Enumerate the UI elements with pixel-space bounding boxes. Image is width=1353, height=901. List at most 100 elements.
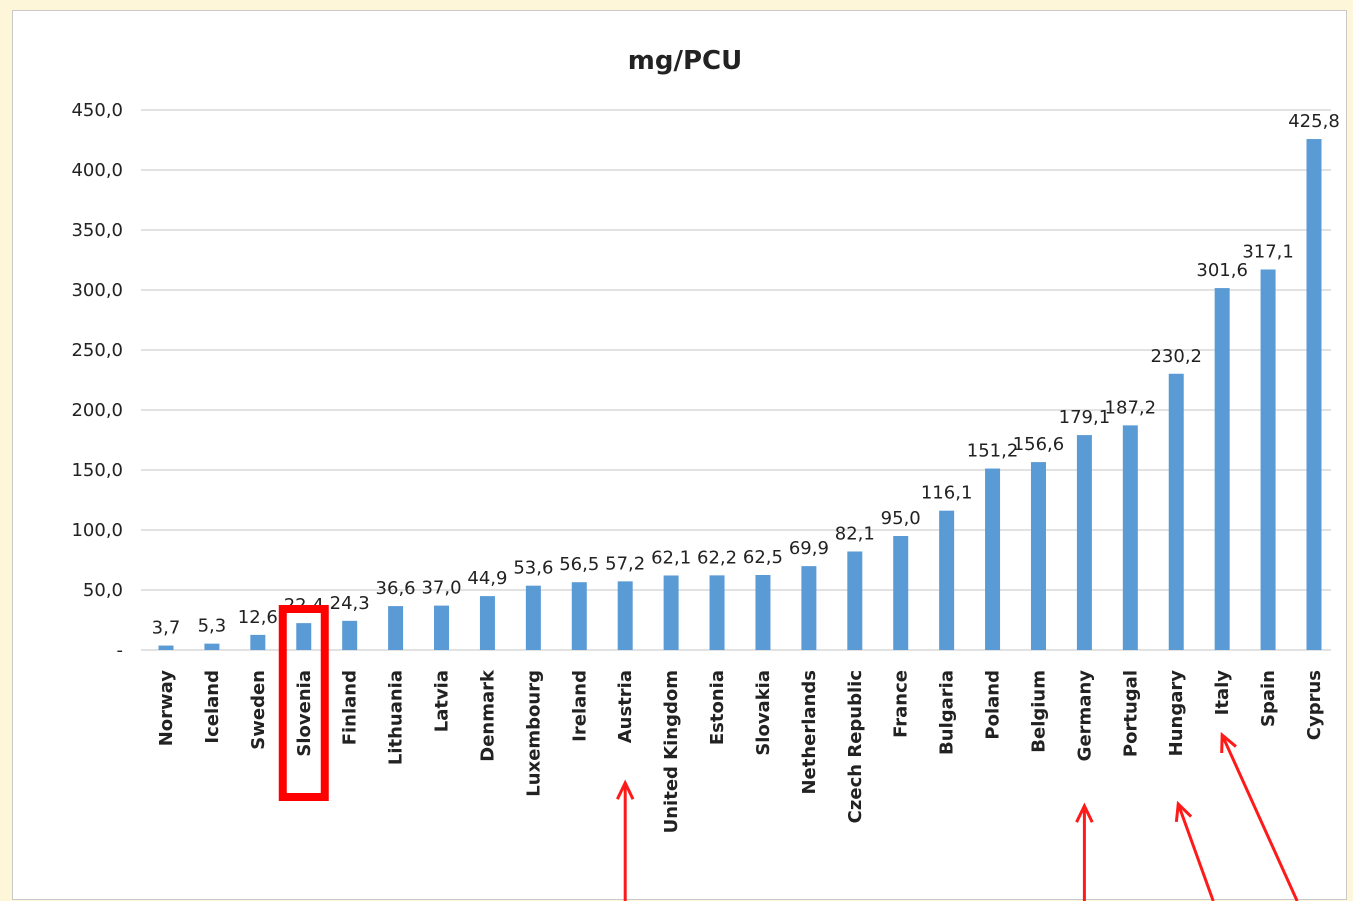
- bar: [296, 623, 312, 650]
- data-label: 5,3: [198, 616, 227, 637]
- x-tick-label: Finland: [340, 670, 361, 745]
- x-tick-label: Netherlands: [799, 670, 820, 795]
- data-label: 179,1: [1059, 407, 1111, 428]
- data-label: 156,6: [1013, 434, 1065, 455]
- x-tick-label: Lithuania: [386, 670, 407, 765]
- x-tick-label: Sweden: [248, 670, 269, 750]
- bar: [204, 643, 220, 650]
- data-label: 36,6: [376, 578, 416, 599]
- bar: [709, 575, 725, 650]
- bar: [1306, 139, 1322, 651]
- bar: [1168, 373, 1184, 650]
- data-label: 187,2: [1105, 397, 1157, 418]
- bar: [847, 551, 863, 650]
- x-tick-label: Ireland: [569, 670, 590, 742]
- data-label: 151,2: [967, 441, 1019, 462]
- bar: [893, 536, 909, 650]
- data-label: 317,1: [1242, 241, 1294, 262]
- x-tick-label: United Kingdom: [661, 670, 682, 833]
- data-label: 95,0: [881, 508, 921, 529]
- arrow: [1075, 802, 1094, 901]
- bar: [158, 645, 174, 650]
- data-label: 62,2: [697, 547, 737, 568]
- x-tick-label: Poland: [983, 670, 1004, 740]
- x-tick-label: Portugal: [1120, 670, 1141, 757]
- arrow: [1174, 800, 1215, 901]
- data-label: 116,1: [921, 483, 973, 504]
- y-tick-label: 50,0: [83, 580, 123, 601]
- highlight-box: [278, 605, 329, 801]
- y-tick-label: 450,0: [71, 100, 123, 121]
- arrow: [616, 779, 635, 901]
- bar: [434, 605, 450, 650]
- x-tick-label: France: [891, 670, 912, 738]
- x-tick-label: Hungary: [1166, 670, 1187, 757]
- data-label: 230,2: [1150, 346, 1202, 367]
- x-tick-label: Luxembourg: [523, 670, 544, 797]
- y-tick-label: 200,0: [71, 400, 123, 421]
- x-tick-label: Czech Republic: [845, 670, 866, 823]
- x-tick-label: Spain: [1258, 670, 1279, 727]
- x-tick-label: Austria: [615, 670, 636, 743]
- bar: [571, 582, 587, 650]
- y-tick-label: 300,0: [71, 280, 123, 301]
- bar: [342, 620, 358, 650]
- bar: [1076, 435, 1092, 650]
- bars: [158, 139, 1322, 651]
- data-label: 82,1: [835, 523, 875, 544]
- data-label: 69,9: [789, 538, 829, 559]
- data-label: 12,6: [238, 607, 278, 628]
- x-tick-label: Denmark: [477, 669, 498, 762]
- bar: [525, 585, 541, 650]
- x-tick-label: Bulgaria: [937, 670, 958, 755]
- y-tick-label: 250,0: [71, 340, 123, 361]
- x-tick-label: Slovenia: [294, 670, 315, 757]
- data-label: 24,3: [330, 593, 370, 614]
- x-tick-label: Estonia: [707, 670, 728, 745]
- x-tick-label: Iceland: [202, 670, 223, 744]
- bar: [479, 596, 495, 650]
- data-label: 3,7: [152, 618, 181, 639]
- y-tick-label: 350,0: [71, 220, 123, 241]
- data-labels: 3,7 5,3 12,622,4 24,336,6 37,0 44,9 53,6 56,5 57…: [152, 111, 1340, 639]
- data-label: 53,6: [513, 558, 553, 579]
- x-tick-label: Latvia: [432, 670, 453, 732]
- bar: [801, 566, 817, 650]
- bar: [1122, 425, 1138, 650]
- x-tick-label: Norway: [156, 670, 177, 747]
- y-tick-label: 100,0: [71, 520, 123, 541]
- data-label: 44,9: [467, 568, 507, 589]
- gridlines: [141, 109, 1331, 651]
- data-label: 37,0: [421, 578, 461, 599]
- bar: [617, 581, 633, 650]
- y-axis-ticks: - 50,0 100,0 150,0 200,0 250,0 300,0 350,0 400,0…: [71, 100, 123, 661]
- y-tick-label: -: [117, 640, 124, 661]
- chart-title: mg/PCU: [628, 46, 742, 76]
- bar: [1030, 462, 1046, 650]
- y-tick-label: 150,0: [71, 460, 123, 481]
- arrow: [1220, 731, 1299, 901]
- bar: [250, 634, 266, 650]
- chart-frame: mg/PCU - 50,0 100,0 150,0 200,0 250,0 300,0 350…: [12, 10, 1347, 901]
- data-label: 62,1: [651, 547, 691, 568]
- data-label: 56,5: [559, 554, 599, 575]
- x-tick-label: Italy: [1212, 670, 1233, 716]
- x-axis-ticks: Norway Iceland Sweden Slovenia Finland Lithua…: [156, 669, 1325, 833]
- data-label: 301,6: [1196, 260, 1248, 281]
- y-tick-label: 400,0: [71, 160, 123, 181]
- bar-chart: mg/PCU - 50,0 100,0 150,0 200,0 250,0 300,0 350…: [71, 46, 1340, 901]
- data-label: 57,2: [605, 553, 645, 574]
- data-label: 62,5: [743, 547, 783, 568]
- bar: [985, 468, 1001, 650]
- bar: [1214, 288, 1230, 650]
- bar: [939, 510, 955, 650]
- x-tick-label: Cyprus: [1304, 670, 1325, 740]
- bar: [663, 575, 679, 650]
- x-tick-label: Germany: [1074, 670, 1095, 762]
- annotations: [278, 605, 1299, 901]
- x-tick-label: Slovakia: [753, 670, 774, 756]
- x-tick-label: Belgium: [1028, 670, 1049, 753]
- bar: [1260, 269, 1276, 650]
- bar: [755, 575, 771, 650]
- data-label: 425,8: [1288, 111, 1340, 132]
